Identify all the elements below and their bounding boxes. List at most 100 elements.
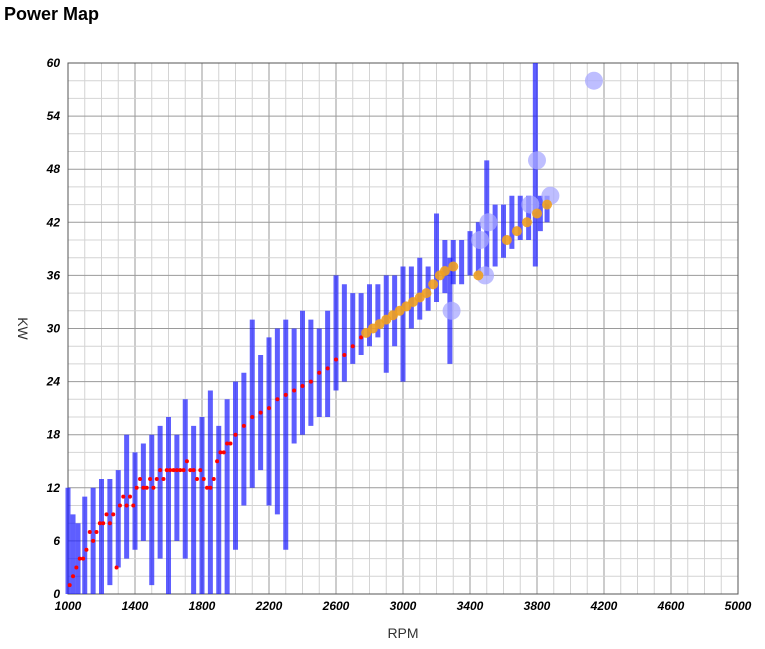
x-tick-label: 3000 — [390, 599, 417, 613]
mean-point — [308, 379, 313, 384]
mean-point — [205, 485, 210, 490]
mean-point — [87, 530, 92, 535]
high-mean-point — [532, 208, 542, 219]
mean-point — [124, 503, 129, 508]
mean-point — [161, 476, 166, 481]
y-tick-label: 48 — [46, 162, 61, 176]
mean-point — [81, 556, 86, 561]
y-tick-label: 54 — [47, 109, 61, 123]
mean-point — [91, 538, 96, 543]
mean-point — [114, 565, 119, 570]
mean-point — [151, 485, 156, 490]
mean-point — [111, 512, 116, 517]
high-mean-point — [501, 235, 512, 245]
tick-labels: 1000 1400 1800 2200 2600 3000 3400 3800 4200 4600… — [46, 56, 752, 613]
y-tick-label: 12 — [47, 481, 61, 495]
mean-point — [127, 494, 132, 499]
mean-point — [228, 441, 233, 446]
y-tick-label: 18 — [47, 428, 61, 442]
mean-point — [134, 485, 139, 490]
mean-point — [188, 468, 193, 473]
mean-point — [67, 583, 72, 588]
mean-point — [317, 370, 322, 375]
high-mean-point — [521, 217, 532, 228]
mean-point — [154, 476, 159, 481]
y-tick-label: 24 — [46, 375, 61, 389]
x-tick-label: 1000 — [55, 599, 82, 613]
y-axis-title: KW — [15, 317, 31, 340]
outlier-point — [584, 71, 603, 90]
mean-point — [171, 468, 176, 473]
mean-point — [233, 432, 238, 437]
mean-point — [104, 512, 109, 517]
x-tick-label: 1800 — [189, 599, 216, 613]
high-mean-point — [448, 261, 459, 272]
high-mean-point — [439, 265, 450, 276]
high-mean-point — [542, 199, 553, 210]
y-tick-label: 36 — [47, 268, 61, 282]
x-tick-label: 2200 — [255, 599, 283, 613]
x-tick-label: 3800 — [524, 599, 551, 613]
mean-point — [241, 423, 246, 428]
outlier-point — [528, 151, 546, 170]
x-tick-label: 2600 — [322, 599, 350, 613]
plot-area-frame — [67, 62, 739, 595]
x-tick-label: 5000 — [725, 599, 752, 613]
x-axis-title: RPM — [387, 625, 418, 641]
mean-point — [131, 503, 136, 508]
mean-point — [97, 521, 102, 526]
mean-point — [350, 344, 355, 349]
mean-point — [84, 547, 89, 552]
x-tick-label: 4600 — [657, 599, 685, 613]
mean-point — [221, 450, 226, 455]
outlier-point — [471, 231, 490, 249]
high-mean-point — [421, 288, 432, 299]
mean-point — [144, 485, 149, 490]
mean-point — [342, 353, 347, 358]
mean-point — [283, 392, 288, 397]
mean-point — [267, 406, 271, 411]
mean-point — [258, 410, 263, 415]
outlier-point — [476, 266, 495, 285]
high-mean-point — [428, 279, 439, 290]
mean-point — [194, 476, 199, 481]
y-tick-label: 60 — [47, 56, 61, 70]
x-tick-label: 4200 — [590, 599, 618, 613]
mean-point — [198, 468, 203, 473]
mean-point — [211, 476, 216, 481]
y-tick-label: 30 — [47, 322, 61, 336]
y-tick-label: 6 — [53, 534, 60, 548]
x-tick-label: 3400 — [457, 599, 484, 613]
mean-point — [225, 441, 230, 446]
mean-point — [201, 476, 206, 481]
mean-point — [359, 335, 364, 340]
outlier-point — [479, 213, 498, 232]
mean-point — [208, 485, 213, 490]
mean-point — [148, 476, 153, 481]
high-mean-point — [511, 226, 522, 237]
mean-point — [168, 468, 173, 473]
mean-point — [74, 565, 79, 570]
mean-point — [121, 494, 126, 499]
y-tick-label: 42 — [46, 215, 61, 229]
mean-point — [101, 521, 106, 526]
mean-point — [77, 556, 82, 561]
outlier-point — [442, 301, 461, 320]
mean-point — [300, 384, 305, 389]
mean-point — [141, 485, 146, 490]
mean-point — [181, 468, 186, 473]
mean-point — [164, 468, 169, 473]
mean-point — [334, 357, 338, 362]
y-tick-label: 0 — [53, 587, 60, 601]
mean-point — [218, 450, 223, 455]
page-title: Power Map — [4, 4, 100, 24]
mean-point — [325, 366, 330, 371]
outlier-circles — [442, 71, 603, 320]
mean-point — [191, 468, 196, 473]
mean-point — [250, 415, 255, 419]
mean-point — [215, 459, 220, 464]
mean-point — [178, 468, 183, 473]
mean-point — [107, 521, 112, 526]
mean-point — [158, 468, 163, 473]
